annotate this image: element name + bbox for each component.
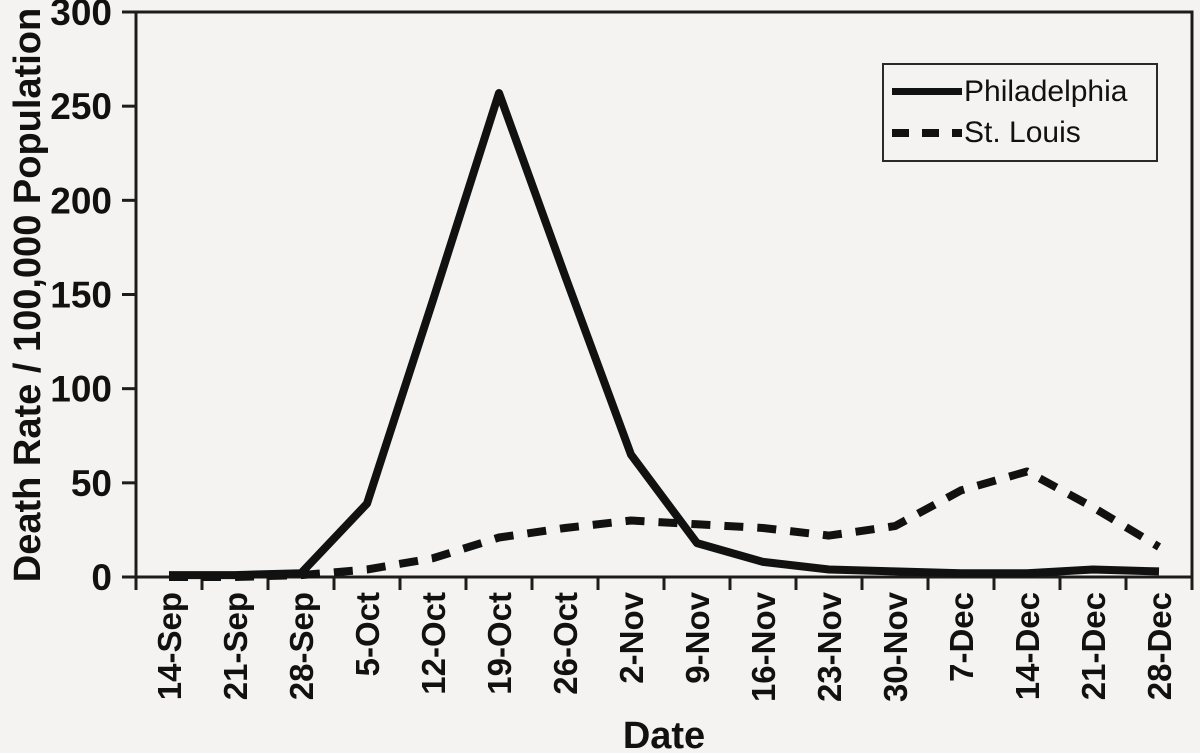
x-tick-label: 19-Oct xyxy=(481,592,518,695)
x-tick-label: 23-Nov xyxy=(811,591,848,702)
x-tick-label: 12-Oct xyxy=(415,592,452,695)
y-tick-label: 300 xyxy=(50,0,112,33)
x-tick-label: 28-Sep xyxy=(283,592,320,700)
series-line-st-louis xyxy=(169,467,1162,581)
y-tick-label: 250 xyxy=(50,86,112,127)
y-tick-label: 150 xyxy=(50,275,112,316)
x-tick-label: 16-Nov xyxy=(745,591,782,702)
y-tick-label: 50 xyxy=(71,463,112,504)
chart-generated-layer: 0 50 100 150 200 250 300 14-Sep 21-Sep 28-Sep 5-Oc… xyxy=(50,0,1194,702)
legend: Philadelphia St. Louis xyxy=(882,63,1158,162)
x-tick-label: 14-Sep xyxy=(151,592,188,700)
y-tick-label: 100 xyxy=(50,369,112,410)
legend-label-st-louis: St. Louis xyxy=(964,116,1081,150)
legend-label-philadelphia: Philadelphia xyxy=(964,74,1128,108)
x-tick-label: 9-Nov xyxy=(679,591,716,683)
x-tick-label: 7-Dec xyxy=(943,592,980,682)
legend-item-philadelphia: Philadelphia xyxy=(892,74,1156,108)
y-tick-label: 0 xyxy=(91,557,112,598)
series-line-philadelphia xyxy=(169,89,1160,580)
philadelphia-solid-line-sample xyxy=(892,88,962,96)
x-tick-label: 30-Nov xyxy=(877,591,914,702)
x-tick-label: 2-Nov xyxy=(613,591,650,683)
x-axis-title: Date xyxy=(623,715,705,753)
x-tick-label: 26-Oct xyxy=(547,592,584,695)
x-tick-label: 28-Dec xyxy=(1141,592,1178,700)
x-tick-label: 21-Sep xyxy=(217,592,254,700)
legend-item-st-louis: St. Louis xyxy=(892,118,1156,148)
x-tick-label: 5-Oct xyxy=(349,592,386,676)
st-louis-dashed-line-sample xyxy=(892,129,962,138)
y-tick-label: 200 xyxy=(50,180,112,221)
y-axis-title: Death Rate / 100,000 Population xyxy=(7,8,49,582)
x-tick-label: 14-Dec xyxy=(1009,592,1046,700)
x-tick-label: 21-Dec xyxy=(1075,592,1112,700)
